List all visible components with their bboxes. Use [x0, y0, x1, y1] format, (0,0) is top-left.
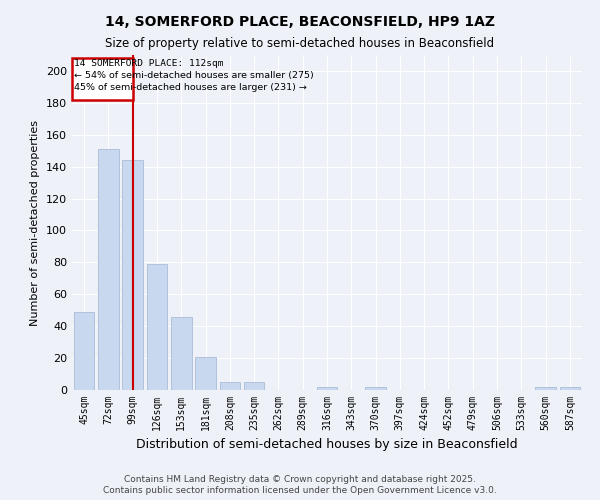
Bar — [317, 387, 337, 390]
Bar — [560, 387, 580, 390]
Text: ← 54% of semi-detached houses are smaller (275): ← 54% of semi-detached houses are smalle… — [74, 72, 314, 80]
Bar — [195, 356, 216, 390]
Bar — [98, 149, 119, 390]
Text: 45% of semi-detached houses are larger (231) →: 45% of semi-detached houses are larger (… — [74, 84, 307, 92]
Bar — [122, 160, 143, 390]
Bar — [535, 387, 556, 390]
Bar — [171, 316, 191, 390]
Y-axis label: Number of semi-detached properties: Number of semi-detached properties — [31, 120, 40, 326]
Text: Contains HM Land Registry data © Crown copyright and database right 2025.: Contains HM Land Registry data © Crown c… — [124, 475, 476, 484]
X-axis label: Distribution of semi-detached houses by size in Beaconsfield: Distribution of semi-detached houses by … — [136, 438, 518, 452]
Bar — [146, 264, 167, 390]
Text: Contains public sector information licensed under the Open Government Licence v3: Contains public sector information licen… — [103, 486, 497, 495]
FancyBboxPatch shape — [72, 58, 133, 100]
Text: Size of property relative to semi-detached houses in Beaconsfield: Size of property relative to semi-detach… — [106, 38, 494, 51]
Bar — [365, 387, 386, 390]
Text: 14, SOMERFORD PLACE, BEACONSFIELD, HP9 1AZ: 14, SOMERFORD PLACE, BEACONSFIELD, HP9 1… — [105, 15, 495, 29]
Bar — [74, 312, 94, 390]
Bar — [244, 382, 265, 390]
Bar — [220, 382, 240, 390]
Text: 14 SOMERFORD PLACE: 112sqm: 14 SOMERFORD PLACE: 112sqm — [74, 60, 223, 68]
